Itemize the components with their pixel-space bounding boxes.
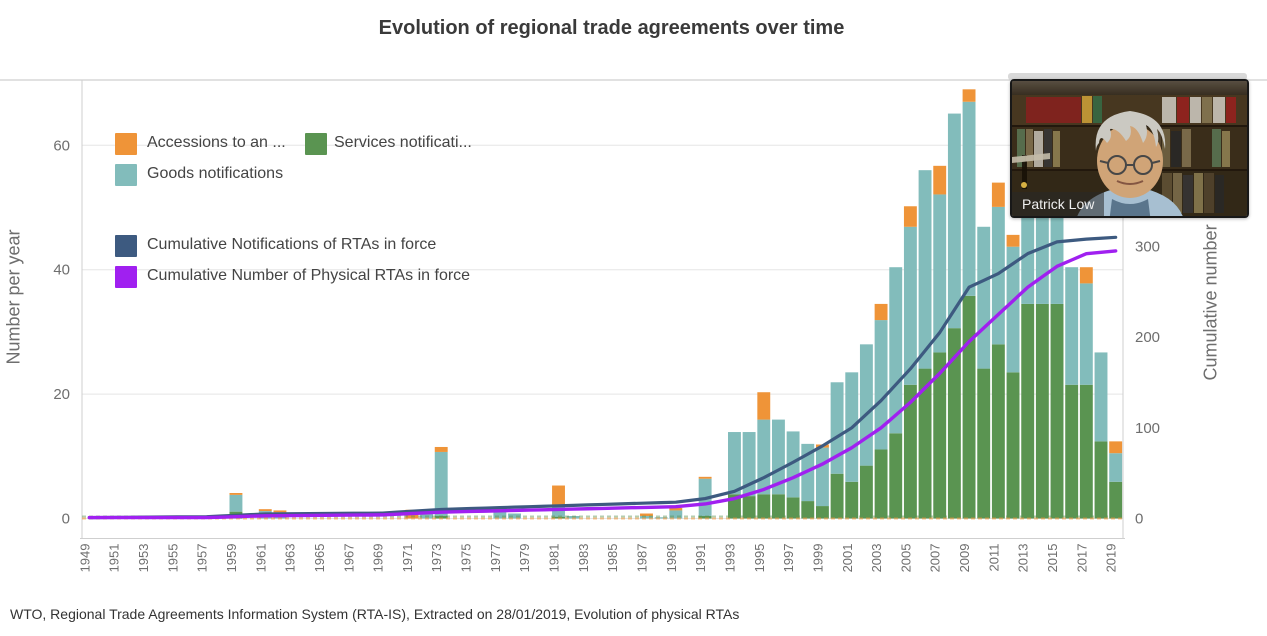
svg-text:1993: 1993 <box>722 544 737 573</box>
svg-text:1987: 1987 <box>634 544 649 573</box>
svg-text:1977: 1977 <box>488 544 503 573</box>
svg-text:2003: 2003 <box>869 544 884 573</box>
svg-text:1949: 1949 <box>77 544 92 573</box>
svg-text:2015: 2015 <box>1045 544 1060 573</box>
svg-text:1983: 1983 <box>576 544 591 573</box>
svg-text:60: 60 <box>53 137 70 154</box>
svg-text:1953: 1953 <box>136 544 151 573</box>
svg-text:1965: 1965 <box>312 544 327 573</box>
svg-text:1981: 1981 <box>547 544 562 573</box>
svg-text:1967: 1967 <box>341 544 356 573</box>
svg-text:1999: 1999 <box>810 544 825 573</box>
svg-text:1961: 1961 <box>253 544 268 573</box>
svg-text:1985: 1985 <box>605 544 620 573</box>
svg-text:2019: 2019 <box>1104 544 1119 573</box>
svg-text:1973: 1973 <box>429 544 444 573</box>
svg-text:0: 0 <box>62 511 70 528</box>
svg-text:2017: 2017 <box>1074 544 1089 573</box>
svg-text:0: 0 <box>1135 511 1143 528</box>
svg-text:1971: 1971 <box>400 544 415 573</box>
svg-text:1997: 1997 <box>781 544 796 573</box>
svg-text:1975: 1975 <box>459 544 474 573</box>
svg-text:300: 300 <box>1135 238 1160 255</box>
svg-text:2001: 2001 <box>840 544 855 573</box>
svg-text:2007: 2007 <box>928 544 943 573</box>
svg-text:1969: 1969 <box>371 544 386 573</box>
svg-text:40: 40 <box>53 262 70 279</box>
svg-text:1955: 1955 <box>165 544 180 573</box>
svg-text:2011: 2011 <box>986 544 1001 572</box>
svg-text:1989: 1989 <box>664 544 679 573</box>
svg-text:1995: 1995 <box>752 544 767 573</box>
svg-text:100: 100 <box>1135 420 1160 437</box>
svg-text:1951: 1951 <box>107 544 122 573</box>
svg-text:2009: 2009 <box>957 544 972 573</box>
svg-text:2005: 2005 <box>898 544 913 573</box>
svg-text:1959: 1959 <box>224 544 239 573</box>
svg-text:20: 20 <box>53 386 70 403</box>
svg-text:1957: 1957 <box>195 544 210 573</box>
svg-text:1979: 1979 <box>517 544 532 573</box>
svg-text:200: 200 <box>1135 329 1160 346</box>
svg-text:2013: 2013 <box>1016 544 1031 573</box>
svg-text:1991: 1991 <box>693 544 708 573</box>
svg-text:1963: 1963 <box>283 544 298 573</box>
